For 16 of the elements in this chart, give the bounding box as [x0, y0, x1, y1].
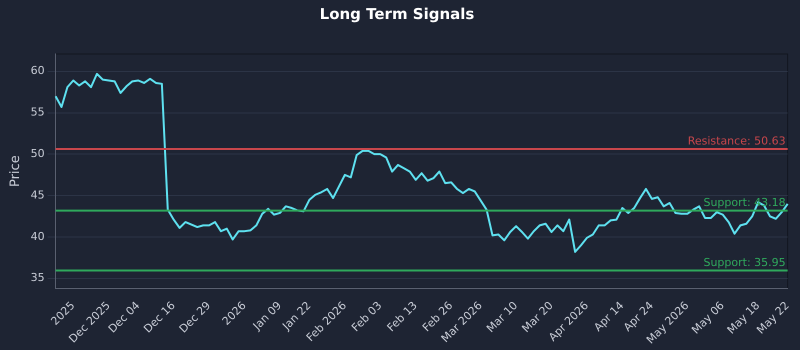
chart-title: Long Term Signals — [320, 4, 474, 23]
y-tick-label: 50 — [30, 147, 45, 160]
y-tick-label: 55 — [30, 106, 45, 119]
y-tick-label: 45 — [30, 188, 45, 202]
x-tick-label: Feb 03 — [349, 298, 384, 334]
ref-line-label: Support: 43.18 — [703, 196, 786, 210]
x-tick-label: Mar 10 — [484, 298, 520, 336]
ref-line-label: Support: 35.95 — [703, 256, 786, 269]
x-tick-label: Dec 16 — [141, 298, 178, 336]
ref-line-label: Resistance: 50.63 — [688, 134, 786, 148]
x-tick-label: Dec 29 — [176, 298, 214, 336]
y-tick-label: 40 — [30, 230, 45, 243]
y-axis-title: Price — [8, 155, 24, 188]
y-tick-label: 35 — [30, 271, 45, 284]
x-tick-label: Feb 13 — [384, 298, 420, 334]
y-tick-label: 60 — [30, 64, 45, 78]
